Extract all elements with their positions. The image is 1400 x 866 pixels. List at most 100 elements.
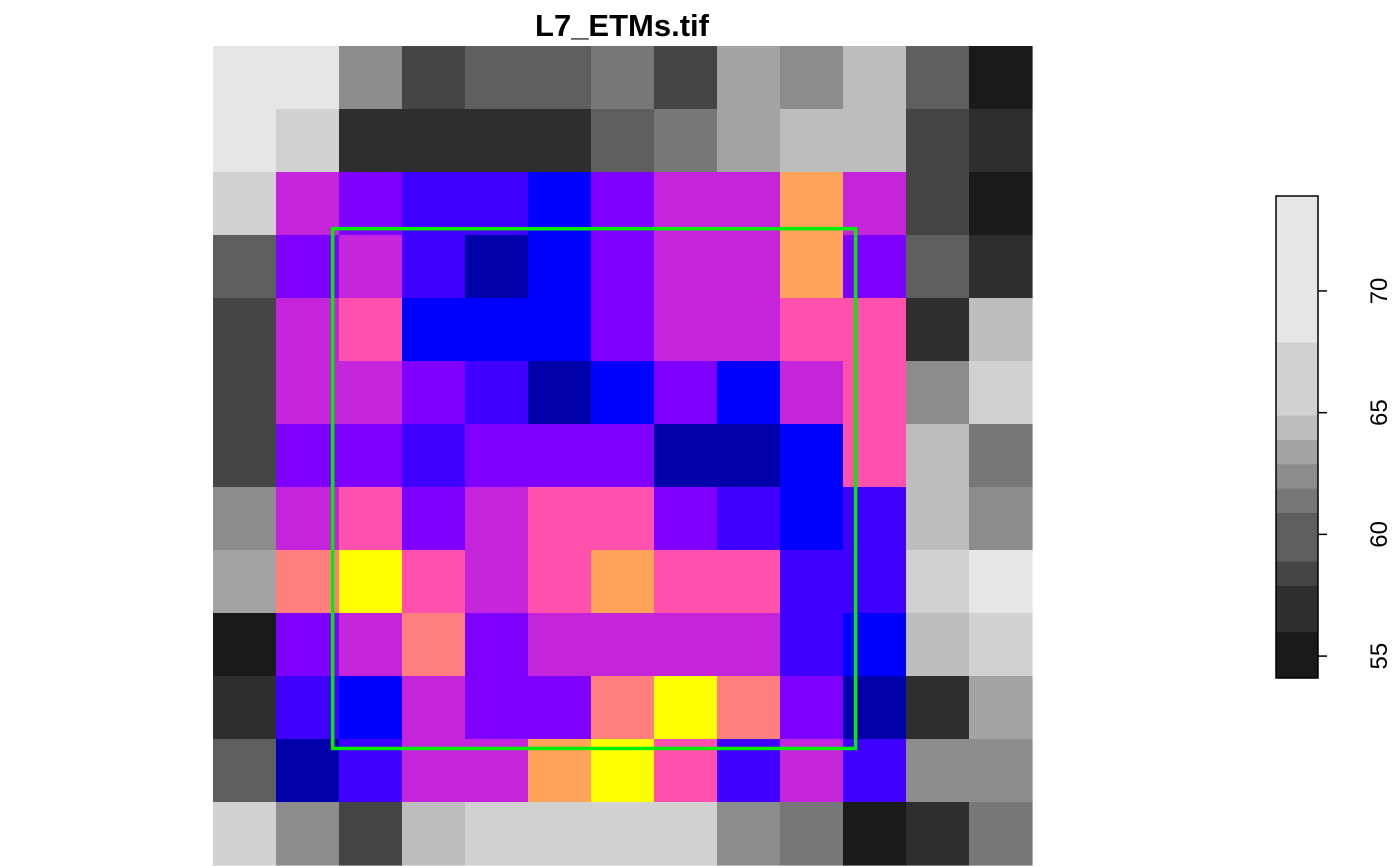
raster-cell (276, 424, 340, 488)
raster-cell (276, 172, 340, 236)
raster-cell (906, 361, 970, 425)
raster-cell (276, 676, 340, 740)
raster-cell (780, 109, 844, 173)
raster-cell (654, 172, 718, 236)
legend-bin (1276, 415, 1318, 440)
raster-cell (339, 109, 403, 173)
raster-cell (969, 802, 1033, 866)
raster-cell (654, 676, 718, 740)
legend-tick-label: 70 (1366, 278, 1393, 305)
chart-title: L7_ETMs.tif (535, 8, 710, 43)
raster-cell (654, 487, 718, 551)
raster-cell (591, 361, 655, 425)
raster-cell (780, 676, 844, 740)
raster-cell (780, 613, 844, 677)
raster-cell (591, 46, 655, 110)
legend-bin (1276, 561, 1318, 586)
raster-cell (402, 676, 466, 740)
raster-cell (780, 46, 844, 110)
raster-cell (591, 802, 655, 866)
raster-cell (276, 46, 340, 110)
raster-cell (528, 676, 592, 740)
raster-cell (906, 424, 970, 488)
raster-cell (402, 487, 466, 551)
raster-cell (906, 613, 970, 677)
raster-cell (339, 487, 403, 551)
raster-cell (969, 550, 1033, 614)
legend-bin (1276, 196, 1318, 343)
raster-cell (654, 235, 718, 299)
raster-cell (969, 613, 1033, 677)
raster-cell (465, 613, 529, 677)
legend-bin (1276, 439, 1318, 464)
raster-cell (906, 298, 970, 362)
raster-cell (591, 424, 655, 488)
raster-cell (213, 361, 277, 425)
raster-cell (654, 361, 718, 425)
raster-cell (591, 109, 655, 173)
raster-cell (717, 46, 781, 110)
raster-cell (465, 802, 529, 866)
raster-cell (402, 172, 466, 236)
raster-cell (843, 109, 907, 173)
raster-cell (213, 109, 277, 173)
raster-cell (906, 802, 970, 866)
raster-cell (717, 424, 781, 488)
raster-cell (465, 109, 529, 173)
raster-cell (339, 802, 403, 866)
raster-cell (276, 739, 340, 803)
raster-cell (276, 802, 340, 866)
raster-cell (339, 424, 403, 488)
raster-cell (969, 298, 1033, 362)
raster-cell (969, 361, 1033, 425)
raster-cell (402, 802, 466, 866)
raster-cell (654, 613, 718, 677)
raster-cell (654, 46, 718, 110)
raster-cell (969, 46, 1033, 110)
raster-cell (717, 676, 781, 740)
raster-cell (528, 46, 592, 110)
raster-cell (465, 361, 529, 425)
raster-cell (906, 235, 970, 299)
raster-cell (339, 235, 403, 299)
raster-cell (528, 172, 592, 236)
raster-cell (591, 172, 655, 236)
raster-cell (780, 298, 844, 362)
raster-cell (465, 487, 529, 551)
raster-cell (780, 487, 844, 551)
raster-cell (654, 550, 718, 614)
raster-cell (969, 739, 1033, 803)
raster-cell (843, 172, 907, 236)
raster-cell (969, 487, 1033, 551)
raster-cell (591, 676, 655, 740)
raster-cell (843, 487, 907, 551)
raster-cell (843, 550, 907, 614)
raster-cell (528, 550, 592, 614)
raster-grid (213, 46, 1033, 866)
raster-cell (276, 109, 340, 173)
raster-cell (213, 298, 277, 362)
raster-cell (402, 361, 466, 425)
raster-cell (591, 487, 655, 551)
legend-bin (1276, 488, 1318, 513)
raster-cell (339, 613, 403, 677)
raster-cell (906, 109, 970, 173)
raster-cell (276, 613, 340, 677)
raster-cell (780, 550, 844, 614)
raster-cell (843, 802, 907, 866)
raster-cell (213, 46, 277, 110)
raster-cell (402, 424, 466, 488)
raster-cell (213, 550, 277, 614)
raster-cell (402, 613, 466, 677)
legend-bin (1276, 632, 1318, 679)
raster-cell (528, 361, 592, 425)
raster-cell (528, 802, 592, 866)
raster-cell (969, 676, 1033, 740)
raster-cell (654, 424, 718, 488)
raster-cell (780, 235, 844, 299)
raster-cell (717, 172, 781, 236)
raster-cell (528, 424, 592, 488)
raster-cell (717, 109, 781, 173)
raster-cell (906, 676, 970, 740)
